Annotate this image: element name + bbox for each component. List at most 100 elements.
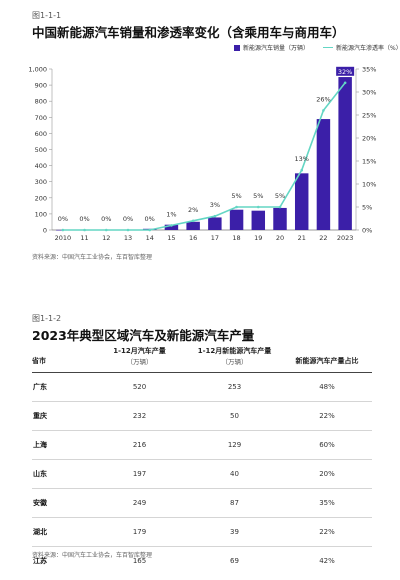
line-point xyxy=(126,228,130,232)
table-body: 广东 520 253 48% 重庆 232 50 22% 上海 216 129 60% 山东 197 40 2… xyxy=(32,372,372,576)
x-tick-label: 22 xyxy=(319,234,327,242)
cell-nev-output: 87 xyxy=(187,488,282,518)
right-tick-label: 25% xyxy=(362,112,376,120)
header-main: 新能源汽车产量占比 xyxy=(295,357,359,365)
cell-nev-share: 42% xyxy=(319,557,335,565)
data-label-box xyxy=(336,66,355,76)
bar xyxy=(229,209,244,230)
table-row: 湖北 179 39 22% xyxy=(32,517,372,547)
data-label: 26% xyxy=(316,95,330,103)
bar xyxy=(294,173,309,230)
cell-nev-share: 20% xyxy=(282,459,372,489)
cell-province: 广东 xyxy=(32,372,92,402)
cell-nev-share: 48% xyxy=(282,372,372,402)
header-auto-output: 1-12月汽车产量 （万辆） xyxy=(92,346,187,373)
line-point xyxy=(300,168,304,172)
data-label: 0% xyxy=(58,215,68,223)
cell-nev-output: 40 xyxy=(187,459,282,489)
line-point xyxy=(322,109,325,112)
x-tick-label: 11 xyxy=(80,234,88,242)
left-tick-label: 100 xyxy=(35,210,47,218)
data-label: 1% xyxy=(166,210,176,218)
table-row: 江苏 165 69 42% xyxy=(32,547,372,576)
left-tick-label: 300 xyxy=(35,178,47,186)
data-label: 5% xyxy=(231,192,241,200)
line-point xyxy=(235,205,238,209)
cell-auto-output: 197 xyxy=(92,459,187,489)
figure2-label: 图1-1-2 xyxy=(32,314,62,323)
header-unit: （万辆） xyxy=(221,358,248,366)
chart-legend: 新能源汽车销量（万辆） 新能源汽车渗透率（%） xyxy=(234,43,400,52)
figure1-label: 图1-1-1 xyxy=(32,11,62,20)
table-header-row: 省市 1-12月汽车产量 （万辆） 1-12月新能源汽车产量 （万辆） 新能源汽… xyxy=(32,346,372,373)
header-main: 省市 xyxy=(32,357,46,365)
data-label: 5% xyxy=(275,192,285,200)
data-label: 5% xyxy=(253,192,263,200)
data-label: 0% xyxy=(123,215,133,223)
x-tick-label: 15 xyxy=(167,234,175,242)
line-point xyxy=(83,228,86,232)
table-row: 山东 197 40 20% xyxy=(32,459,372,489)
table-row: 上海 216 129 60% xyxy=(32,430,372,460)
header-unit: （万辆） xyxy=(126,358,153,366)
x-tick-label: 20 xyxy=(276,234,284,242)
data-label: 32% xyxy=(338,68,352,76)
legend-line-swatch xyxy=(323,46,334,49)
x-tick-label: 12 xyxy=(102,234,110,242)
sales-penetration-chart: 0 100 200 300 400 500 600 700 800 900 1,000 0% 5% 10%… xyxy=(28,66,376,243)
line-point xyxy=(256,205,260,209)
x-tick-label: 13 xyxy=(124,234,132,242)
left-tick-label: 900 xyxy=(35,82,47,90)
cell-province: 安徽 xyxy=(32,488,92,518)
cell-nev-output: 129 xyxy=(187,430,282,460)
left-tick-label: 700 xyxy=(35,114,47,122)
bar xyxy=(338,77,352,230)
data-label: 0% xyxy=(101,215,111,223)
line-point xyxy=(148,228,152,232)
bar xyxy=(273,207,287,230)
figure1-title: 中国新能源汽车销量和渗透率变化（含乘用车与商用车） xyxy=(32,25,345,40)
x-tick-label: 19 xyxy=(254,234,262,242)
left-tick-label: 400 xyxy=(35,162,47,170)
left-tick-label: 800 xyxy=(35,98,47,106)
table-row: 安徽 249 87 35% xyxy=(32,488,372,518)
cell-nev-share: 60% xyxy=(282,430,372,460)
cell-auto-output: 179 xyxy=(92,517,187,547)
right-tick-label: 20% xyxy=(362,135,376,143)
figure1-source: 资料来源：中国汽车工业协会，车百智库整理 xyxy=(32,254,153,261)
data-label: 0% xyxy=(79,215,89,223)
right-tick-label: 5% xyxy=(362,204,372,212)
right-tick-label: 15% xyxy=(362,158,376,166)
data-label: 13% xyxy=(294,155,308,163)
cell-nev-output: 253 xyxy=(187,372,282,402)
cell-province: 上海 xyxy=(32,430,92,460)
cell-province: 重庆 xyxy=(32,401,92,431)
legend-bar-swatch xyxy=(234,44,240,51)
cell-auto-output: 249 xyxy=(92,488,187,518)
right-tick-label: 35% xyxy=(362,66,376,74)
cell-auto-output: 520 xyxy=(92,372,187,402)
cell-nev-share: 22% xyxy=(282,401,372,431)
data-label: 2% xyxy=(188,206,198,214)
table-row: 广东 520 253 48% xyxy=(32,372,372,402)
left-tick-label: 0 xyxy=(43,227,47,235)
legend-line-label: 新能源汽车渗透率（%） xyxy=(336,45,400,52)
cell-province: 山东 xyxy=(32,459,92,489)
line-point xyxy=(170,224,173,227)
cell-nev-share: 22% xyxy=(282,517,372,547)
data-label: 3% xyxy=(210,201,220,209)
line-point xyxy=(343,81,347,85)
cell-auto-output: 165 xyxy=(132,557,147,565)
bar xyxy=(316,119,331,230)
x-tick-label: 14 xyxy=(146,234,154,242)
x-tick-label: 18 xyxy=(232,234,240,242)
line-point xyxy=(61,228,65,232)
left-tick-label: 1,000 xyxy=(28,66,47,74)
header-main: 1-12月新能源汽车产量 xyxy=(197,347,272,355)
penetration-line xyxy=(62,82,346,231)
left-tick-label: 200 xyxy=(35,194,47,202)
cell-nev-output: 39 xyxy=(187,517,282,547)
production-table: 省市 1-12月汽车产量 （万辆） 1-12月新能源汽车产量 （万辆） 新能源汽… xyxy=(32,346,372,575)
line-point xyxy=(278,205,282,209)
header-nev-output: 1-12月新能源汽车产量 （万辆） xyxy=(187,346,282,373)
